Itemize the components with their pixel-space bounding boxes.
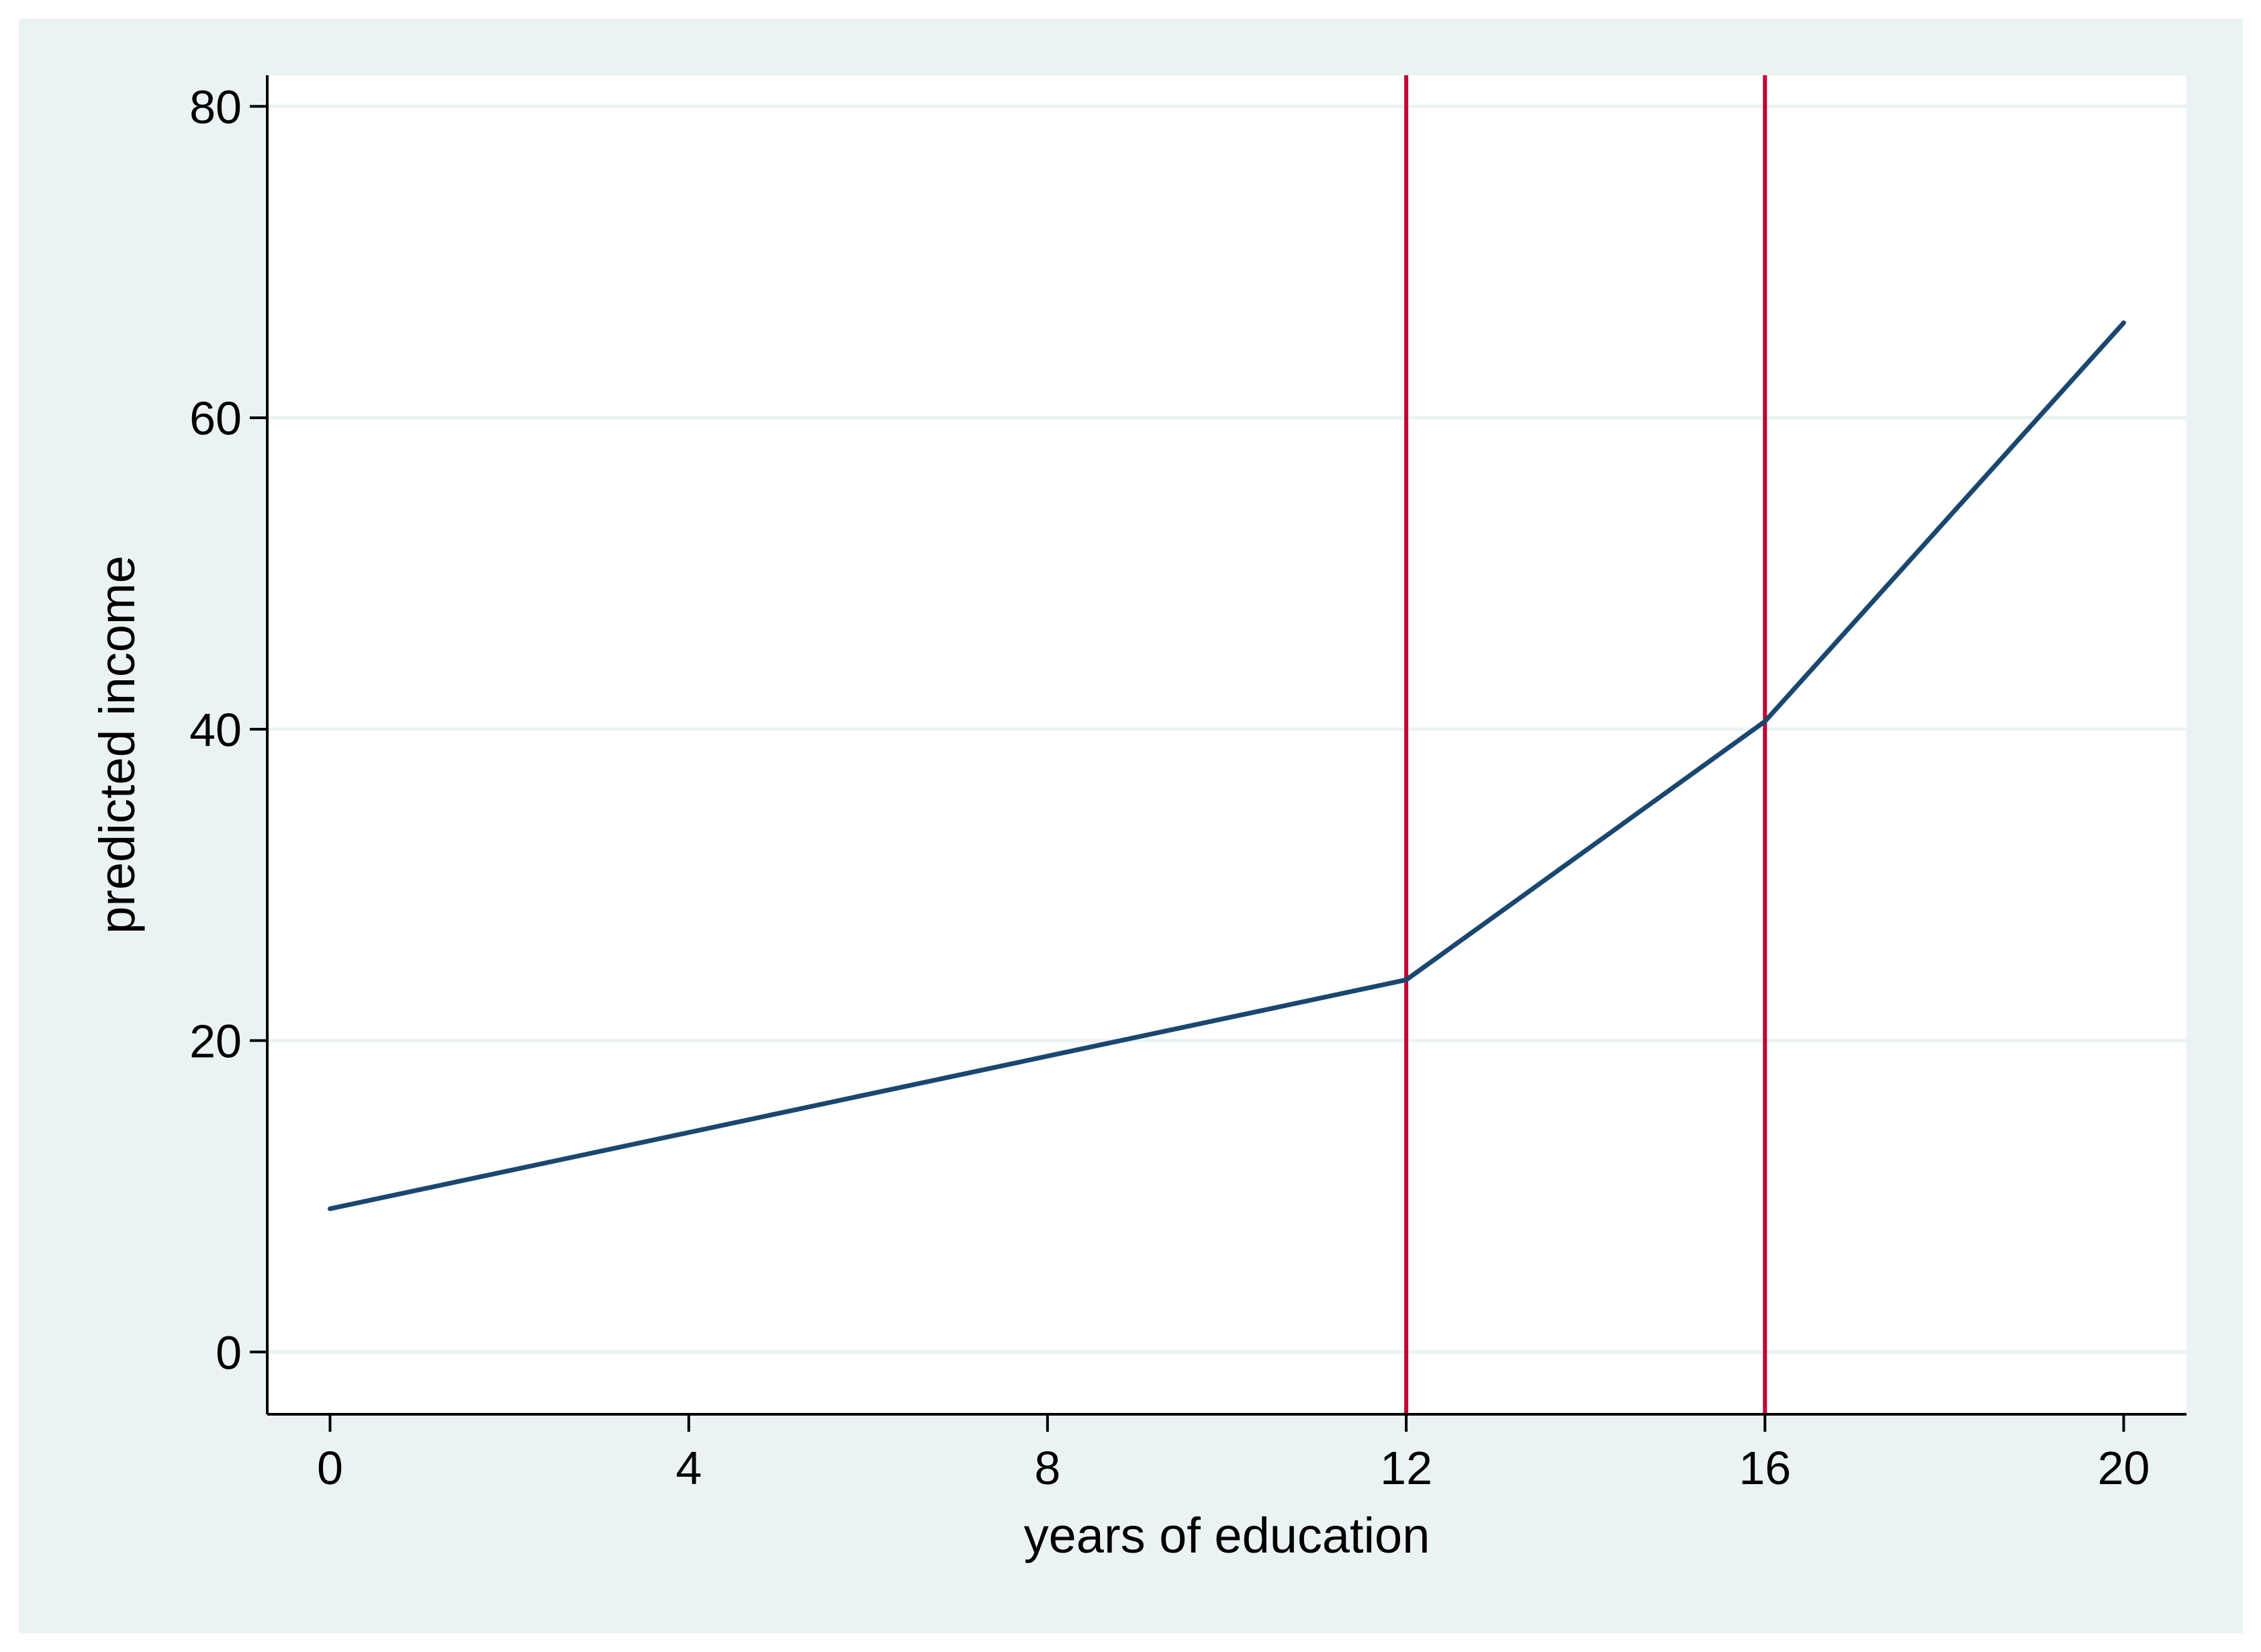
x-tick-label-20: 20 bbox=[2098, 1442, 2150, 1494]
reference-lines bbox=[1404, 75, 1767, 1414]
y-tick-label-40: 40 bbox=[189, 704, 242, 756]
axes bbox=[250, 75, 2186, 1432]
x-tick-label-0: 0 bbox=[317, 1442, 343, 1494]
x-tick-label-8: 8 bbox=[1034, 1442, 1060, 1494]
tick-labels: 0 4 8 12 16 20 0 20 40 60 80 bbox=[189, 81, 2150, 1494]
gridlines bbox=[267, 104, 2186, 1354]
series-line-0 bbox=[327, 320, 2127, 1211]
x-axis-title: years of education bbox=[1024, 1508, 1430, 1563]
y-tick-label-20: 20 bbox=[189, 1015, 242, 1068]
x-tick-label-16: 16 bbox=[1739, 1442, 1791, 1494]
series-layer bbox=[327, 320, 2127, 1211]
plot-background bbox=[267, 75, 2186, 1414]
y-tick-label-0: 0 bbox=[216, 1326, 242, 1379]
y-tick-label-60: 60 bbox=[189, 392, 242, 445]
y-tick-label-80: 80 bbox=[189, 81, 242, 133]
x-tick-label-12: 12 bbox=[1380, 1442, 1432, 1494]
y-axis-title: predicted income bbox=[89, 555, 145, 934]
x-tick-label-4: 4 bbox=[676, 1442, 702, 1494]
